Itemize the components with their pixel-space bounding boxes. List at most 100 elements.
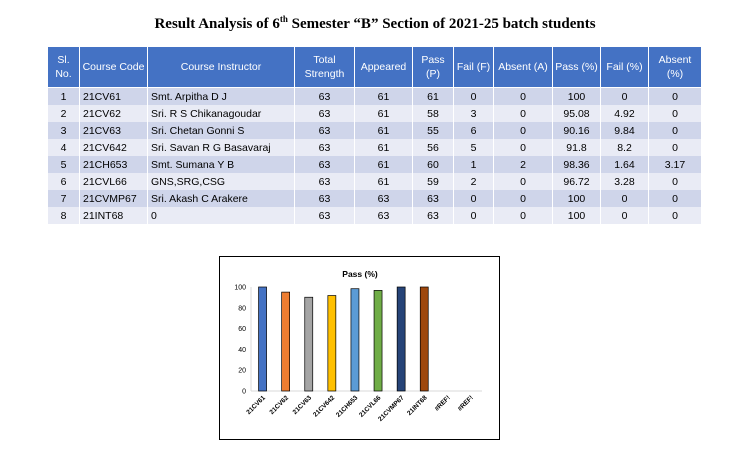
cell-total-strength: 63: [294, 190, 355, 207]
cell-pass: 56: [412, 139, 454, 156]
cell-sl-no: 4: [47, 139, 80, 156]
cell-course-instructor: Smt. Arpitha D J: [147, 87, 295, 105]
cell-absent: 0: [493, 190, 553, 207]
x-tick-label: 21INT68: [406, 394, 429, 417]
cell-fail-percent: 3.28: [600, 173, 649, 190]
cell-appeared: 63: [354, 207, 413, 224]
cell-pass-percent: 98.36: [552, 156, 601, 173]
cell-course-instructor: Sri. Chetan Gonni S: [147, 122, 295, 139]
cell-sl-no: 2: [47, 105, 80, 122]
cell-course-instructor: 0: [147, 207, 295, 224]
cell-course-code: 21CV61: [79, 87, 148, 105]
table-header-row: Sl. No. Course Code Course Instructor To…: [47, 46, 702, 88]
cell-pass-percent: 100: [552, 207, 601, 224]
cell-fail-percent: 4.92: [600, 105, 649, 122]
cell-pass-percent: 90.16: [552, 122, 601, 139]
x-tick-label: 21CV63: [292, 394, 314, 416]
header-course-code: Course Code: [79, 46, 148, 88]
pass-percent-chart: Pass (%) 0 20 40 60 80 100 21CV61 21CV62 21CV63…: [219, 256, 500, 440]
cell-absent-percent: 0: [648, 207, 702, 224]
cell-absent-percent: 0: [648, 105, 702, 122]
bar-21cv61: [258, 286, 267, 392]
y-tick-label: 60: [238, 326, 246, 333]
cell-course-code: 21INT68: [79, 207, 148, 224]
results-table: Sl. No. Course Code Course Instructor To…: [47, 46, 702, 224]
table-row: 6 21CVL66 GNS,SRG,CSG 63 61 59 2 0 96.72 3.28 0: [47, 173, 702, 190]
cell-appeared: 61: [354, 87, 413, 105]
header-appeared: Appeared: [354, 46, 413, 88]
cell-pass: 60: [412, 156, 454, 173]
cell-appeared: 63: [354, 190, 413, 207]
cell-fail: 2: [453, 173, 494, 190]
bar-21cv642: [327, 295, 337, 392]
chart-svg: Pass (%) 0 20 40 60 80 100 21CV61 21CV62 21CV63…: [234, 269, 482, 423]
cell-fail: 1: [453, 156, 494, 173]
cell-fail-percent: 1.64: [600, 156, 649, 173]
cell-pass: 63: [412, 207, 454, 224]
y-tick-label: 20: [238, 368, 246, 375]
x-tick-label: 21CV61: [245, 394, 267, 416]
cell-fail: 0: [453, 207, 494, 224]
header-fail-percent: Fail (%): [600, 46, 649, 88]
cell-pass: 59: [412, 173, 454, 190]
cell-total-strength: 63: [294, 122, 355, 139]
table-row: 4 21CV642 Sri. Savan R G Basavaraj 63 61 56 5 0…: [47, 139, 702, 156]
chart-title: Pass (%): [342, 269, 378, 279]
header-absent: Absent (A): [493, 46, 553, 88]
cell-absent-percent: 0: [648, 173, 702, 190]
cell-fail: 0: [453, 87, 494, 105]
table-row: 7 21CVMP67 Sri. Akash C Arakere 63 63 63 0 0 100…: [47, 190, 702, 207]
cell-sl-no: 7: [47, 190, 80, 207]
cell-pass-percent: 100: [552, 190, 601, 207]
x-tick-label: #REF!: [457, 394, 475, 412]
cell-fail-percent: 8.2: [600, 139, 649, 156]
cell-absent-percent: 3.17: [648, 156, 702, 173]
page-title: Result Analysis of 6th Semester “B” Sect…: [154, 14, 596, 32]
bar-21cvmp67: [396, 286, 406, 392]
header-course-instructor: Course Instructor: [147, 46, 295, 88]
cell-absent-percent: 0: [648, 139, 702, 156]
table-row: 8 21INT68 0 63 63 63 0 0 100 0 0: [47, 207, 702, 224]
cell-total-strength: 63: [294, 156, 355, 173]
x-tick-label: 21CV62: [268, 394, 290, 416]
header-absent-percent: Absent (%): [648, 46, 702, 88]
cell-pass: 61: [412, 87, 454, 105]
cell-fail: 0: [453, 190, 494, 207]
header-pass: Pass (P): [412, 46, 454, 88]
cell-appeared: 61: [354, 122, 413, 139]
cell-fail: 5: [453, 139, 494, 156]
x-tick-label: 21CV642: [312, 394, 336, 418]
x-tick-label: 21CH653: [335, 394, 360, 419]
cell-sl-no: 3: [47, 122, 80, 139]
cell-absent: 0: [493, 173, 553, 190]
cell-absent: 0: [493, 122, 553, 139]
cell-fail-percent: 0: [600, 207, 649, 224]
cell-pass: 55: [412, 122, 454, 139]
cell-course-code: 21CVMP67: [79, 190, 148, 207]
cell-total-strength: 63: [294, 87, 355, 105]
table-row: 3 21CV63 Sri. Chetan Gonni S 63 61 55 6 0 90.16 9…: [47, 122, 702, 139]
cell-course-instructor: Sri. Akash C Arakere: [147, 190, 295, 207]
bar-21int68: [419, 286, 429, 392]
cell-absent: 2: [493, 156, 553, 173]
cell-sl-no: 8: [47, 207, 80, 224]
cell-appeared: 61: [354, 156, 413, 173]
cell-pass-percent: 91.8: [552, 139, 601, 156]
cell-absent-percent: 0: [648, 122, 702, 139]
bar-21cv62: [281, 291, 291, 392]
header-pass-percent: Pass (%): [552, 46, 601, 88]
table-row: 5 21CH653 Smt. Sumana Y B 63 61 60 1 2 98.36 1.64…: [47, 156, 702, 173]
header-fail: Fail (F): [453, 46, 494, 88]
table-row: 2 21CV62 Sri. R S Chikanagoudar 63 61 58 3 0 95.…: [47, 105, 702, 122]
cell-appeared: 61: [354, 105, 413, 122]
y-tick-label: 0: [242, 389, 246, 396]
cell-fail-percent: 0: [600, 87, 649, 105]
cell-pass-percent: 95.08: [552, 105, 601, 122]
cell-absent: 0: [493, 207, 553, 224]
cell-fail: 3: [453, 105, 494, 122]
cell-total-strength: 63: [294, 139, 355, 156]
table-row: 1 21CV61 Smt. Arpitha D J 63 61 61 0 0 100 0 0: [47, 87, 702, 105]
cell-absent: 0: [493, 87, 553, 105]
cell-fail-percent: 9.84: [600, 122, 649, 139]
cell-course-instructor: Sri. R S Chikanagoudar: [147, 105, 295, 122]
